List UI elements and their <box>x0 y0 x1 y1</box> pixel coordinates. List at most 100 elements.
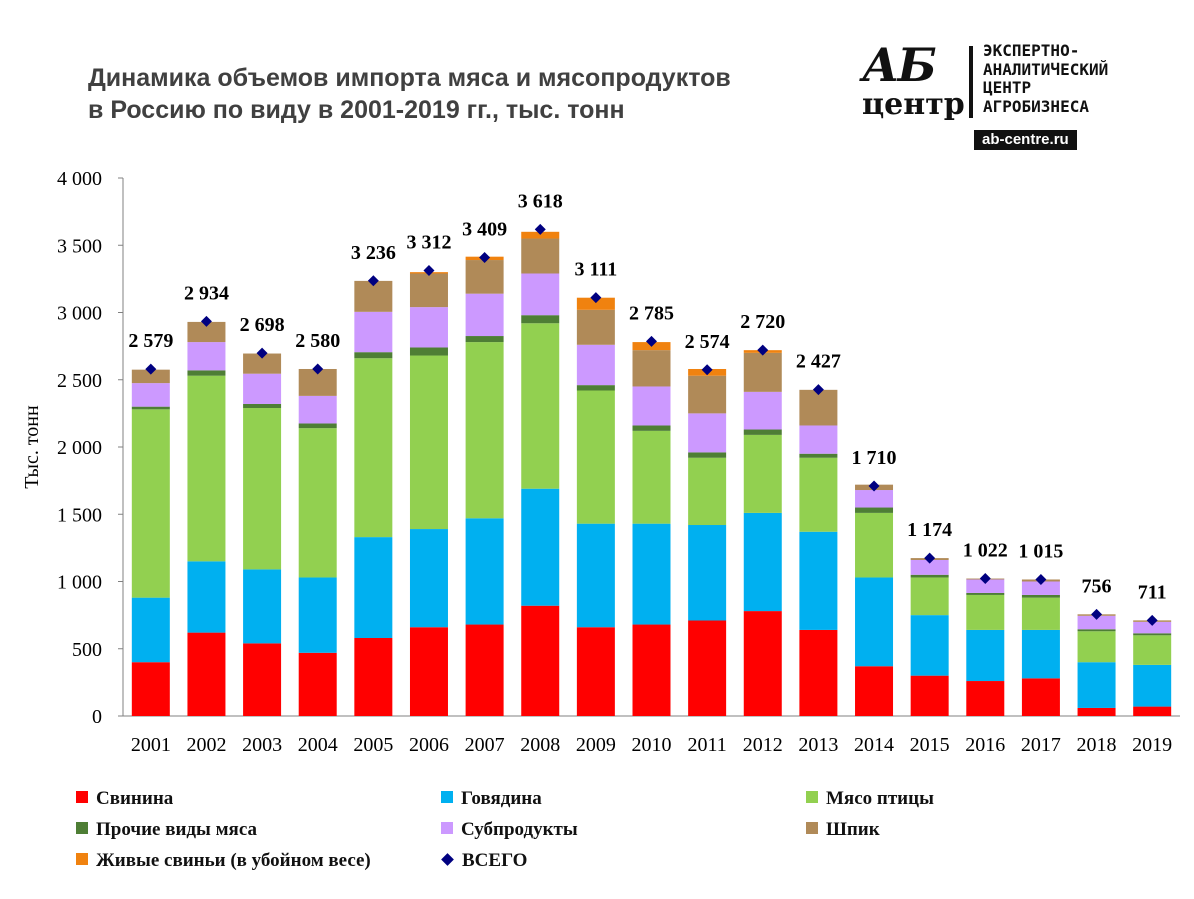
bar-segment <box>1133 621 1172 634</box>
bar-segment <box>521 488 560 606</box>
bar-segment <box>409 273 448 308</box>
bar-segment <box>131 369 170 384</box>
total-data-label: 756 <box>1082 575 1112 597</box>
y-tick-label: 1 000 <box>57 572 102 594</box>
total-marker <box>701 364 713 376</box>
total-marker <box>646 335 657 347</box>
total-data-label: 2 720 <box>740 311 785 333</box>
bar-segment <box>465 260 504 294</box>
x-tick-label: 2017 <box>1021 734 1061 756</box>
bar-segment <box>799 453 838 458</box>
logo-text-line: АГРОБИЗНЕСА <box>983 96 1089 116</box>
bar-segment <box>910 559 949 575</box>
legend-label: Говядина <box>461 788 542 809</box>
bar-segment <box>298 577 337 653</box>
bar-segment <box>576 385 615 391</box>
total-data-label: 2 934 <box>184 282 229 304</box>
total-data-label: 3 236 <box>351 242 396 264</box>
total-data-label: 3 409 <box>462 218 507 240</box>
bar-segment <box>632 430 671 524</box>
total-marker <box>479 251 491 263</box>
bar-segment <box>131 406 170 410</box>
bar-segment <box>131 662 170 716</box>
legend-label: Мясо птицы <box>826 788 934 809</box>
legend-item-lard: Шпик <box>806 819 880 841</box>
bar-segment <box>131 409 170 598</box>
bar-segment <box>409 347 448 356</box>
bar-segment <box>243 569 282 644</box>
logo-mark: АБ центр <box>862 40 966 120</box>
legend-item-beef: Говядина <box>441 788 542 810</box>
x-tick-label: 2008 <box>520 734 560 756</box>
bar-segment <box>632 350 671 387</box>
bar-segment <box>243 407 282 570</box>
bar-segment <box>354 352 393 359</box>
legend-swatch <box>806 791 818 803</box>
bar-segment <box>354 311 393 353</box>
bar-segment <box>1133 635 1172 665</box>
legend-swatch <box>441 791 453 803</box>
bar-segment <box>855 490 894 508</box>
bar-segment <box>409 355 448 530</box>
bar-segment <box>855 577 894 667</box>
bar-segment <box>1077 615 1116 630</box>
legend-label: Живые свиньи (в убойном весе) <box>96 850 371 871</box>
x-tick-label: 2014 <box>854 734 894 756</box>
legend-item-other-meat: Прочие виды мяса <box>76 819 257 841</box>
bar-segment <box>465 518 504 625</box>
logo-mark-centr: центр <box>862 87 965 122</box>
total-marker <box>590 292 602 304</box>
bar-segment <box>966 594 1005 630</box>
bar-segment <box>576 309 615 345</box>
bar-segment <box>855 512 894 578</box>
legend-item-offal: Субпродукты <box>441 819 578 841</box>
total-data-label: 1 174 <box>907 519 952 541</box>
bar-segment <box>409 627 448 716</box>
bar-segment <box>298 652 337 716</box>
total-data-label: 2 427 <box>796 351 841 373</box>
bar-segment <box>1133 633 1172 636</box>
bar-segment <box>298 395 337 424</box>
legend-swatch <box>76 822 88 834</box>
bar-segment <box>243 643 282 716</box>
legend-label: Прочие виды мяса <box>96 819 257 840</box>
bar-segment <box>354 358 393 538</box>
bar-segment <box>576 627 615 716</box>
total-data-label: 1 710 <box>852 447 897 469</box>
legend-swatch <box>76 853 88 865</box>
bar-segment <box>855 507 894 513</box>
bar-segment <box>521 238 560 274</box>
total-marker <box>256 347 268 359</box>
y-tick-label: 4 000 <box>57 168 102 190</box>
total-marker <box>924 552 936 564</box>
bar-segment <box>632 624 671 716</box>
bar-segment <box>855 666 894 716</box>
bar-segment <box>688 620 727 716</box>
bar-segment <box>465 624 504 716</box>
bar-segment <box>576 523 615 628</box>
bar-segment <box>187 632 226 716</box>
bar-segment <box>743 512 782 612</box>
legend-item-total: ВСЕГО <box>441 850 527 872</box>
bar-segment <box>688 457 727 526</box>
bar-segment <box>1077 707 1116 716</box>
x-tick-label: 2010 <box>632 734 672 756</box>
y-tick-label: 3 000 <box>57 303 102 325</box>
bar-segment <box>1077 662 1116 708</box>
total-diamond-icon <box>441 853 454 866</box>
total-data-label: 2 785 <box>629 302 674 324</box>
legend-item-live-pigs: Живые свиньи (в убойном весе) <box>76 850 371 872</box>
bar-segment <box>1133 664 1172 707</box>
bar-segment <box>632 386 671 426</box>
x-tick-label: 2011 <box>687 734 726 756</box>
y-tick-label: 3 500 <box>57 235 102 257</box>
legend-label: Шпик <box>826 819 880 840</box>
x-tick-label: 2005 <box>353 734 393 756</box>
bar-segment <box>688 452 727 458</box>
bar-segment <box>966 681 1005 716</box>
total-data-label: 3 312 <box>406 232 451 254</box>
bar-segment <box>743 352 782 392</box>
logo-text-line: ЭКСПЕРТНО- <box>983 41 1080 60</box>
y-axis-label: Тыс. тонн <box>21 405 43 489</box>
